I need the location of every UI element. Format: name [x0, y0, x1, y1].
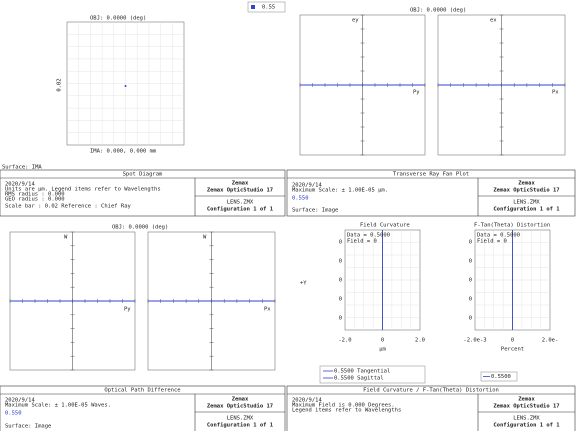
- file-name: LENS.ZMX: [513, 416, 540, 422]
- y-tick-label: 0: [469, 259, 472, 265]
- info-line: 2020/9/14: [292, 398, 322, 404]
- y-tick-label: 0: [339, 259, 342, 265]
- info-panel: [286, 169, 576, 217]
- y-tick-label: 0: [469, 278, 472, 284]
- info-panel: [0, 385, 286, 431]
- image-label: IMA: 0.000, 0.000 mm: [90, 149, 157, 155]
- company: Zemax: [518, 181, 535, 187]
- plot-title: F-Tan(Theta) Distortion: [474, 223, 550, 229]
- company: Zemax: [232, 181, 249, 187]
- y-tick-label: 0: [339, 278, 342, 284]
- info-line: 2020/9/14: [292, 183, 322, 189]
- x-tick-label: 0: [381, 338, 384, 344]
- note: Field = 0: [347, 239, 377, 245]
- x-tick-label: 0: [511, 338, 514, 344]
- configuration: Configuration 1 of 1: [207, 207, 274, 213]
- spot-point: [124, 85, 127, 87]
- panel-title: Transverse Ray Fan Plot: [393, 172, 469, 178]
- y-tick-label: 0: [469, 316, 472, 322]
- axis-label: ey: [352, 18, 359, 24]
- info-line: Surface: Image: [292, 208, 338, 214]
- info-line: RMS radius : 0.000: [5, 192, 65, 198]
- note: Data = 0.5000: [477, 233, 520, 239]
- configuration: Configuration 1 of 1: [207, 423, 274, 429]
- axis-label: W: [203, 235, 207, 241]
- legend: [480, 371, 518, 382]
- configuration: Configuration 1 of 1: [493, 207, 560, 213]
- legend-label: 0.5500 Sagittal: [334, 376, 384, 382]
- info-line: Scale bar : 0.02 Reference : Chief Ray: [5, 204, 132, 210]
- panel-title: Spot Diagram: [123, 172, 163, 178]
- info-panel: [0, 169, 286, 217]
- legend-label: 0.5500: [491, 374, 511, 380]
- info-line: Maximum Field is 0.000 Degrees.: [292, 403, 395, 409]
- x-tick-label: 2.0e-: [542, 338, 559, 344]
- field-label: OBJ: 0.0000 (deg): [410, 8, 466, 14]
- note: Data = 0.5000: [347, 233, 390, 239]
- surface-label: Surface: IMA: [2, 165, 42, 171]
- plot-title: Field Curvature: [360, 223, 410, 229]
- axis-label: Py: [124, 307, 131, 313]
- info-line: Maximum Scale: ± 1.00E-05 Waves.: [5, 403, 111, 409]
- legend-swatch: [251, 5, 255, 9]
- y-tick-label: 0: [339, 316, 342, 322]
- x-tick-label: -2.0: [338, 338, 351, 344]
- legend: [247, 1, 286, 13]
- axis-title: µm: [379, 347, 386, 353]
- info-panel: [286, 385, 576, 431]
- axis-label: ex: [490, 18, 497, 24]
- legend-label: 0.55: [262, 5, 275, 11]
- product: Zemax OpticStudio 17: [493, 188, 559, 194]
- info-line: Legend items refer to Wavelengths: [292, 408, 401, 414]
- x-tick-label: 2.0: [415, 338, 425, 344]
- info-line: Surface: Image: [5, 424, 51, 430]
- info-line: 2020/9/14: [5, 398, 35, 404]
- info-line: GEO radius : 0.000: [5, 197, 65, 203]
- file-name: LENS.ZMX: [227, 416, 254, 422]
- product: Zemax OpticStudio 17: [493, 404, 559, 410]
- file-name: LENS.ZMX: [513, 200, 540, 206]
- x-tick-label: -2.0e-3: [463, 338, 486, 344]
- info-line: 0.550: [5, 411, 22, 417]
- legend: [319, 365, 426, 384]
- axis-label: Px: [552, 90, 559, 96]
- company: Zemax: [232, 397, 249, 403]
- y-tick-label: 0: [469, 240, 472, 246]
- info-line: Units are µm. Legend items refer to Wave…: [5, 187, 161, 193]
- y-tick-label: 0: [469, 297, 472, 303]
- y-tick-label: 0: [339, 240, 342, 246]
- info-line: Maximum Scale: ± 1.00E-05 µm.: [292, 188, 388, 194]
- info-line: 0.550: [292, 196, 309, 202]
- file-name: LENS.ZMX: [227, 200, 254, 206]
- product: Zemax OpticStudio 17: [207, 188, 273, 194]
- company: Zemax: [518, 397, 535, 403]
- axis-label: Px: [264, 307, 271, 313]
- axis-title: Percent: [501, 347, 524, 353]
- info-line: 2020/9/14: [5, 182, 35, 188]
- axis-label: W: [64, 235, 68, 241]
- y-tick-label: 0: [339, 297, 342, 303]
- configuration: Configuration 1 of 1: [493, 423, 560, 429]
- axis-label: +Y: [300, 281, 307, 287]
- field-label: OBJ: 0.0000 (deg): [112, 225, 168, 231]
- legend-label: 0.5500 Tangential: [334, 369, 390, 375]
- panel-title: Field Curvature / F-Tan(Theta) Distortio…: [363, 388, 499, 394]
- scale-label: 0.02: [57, 78, 63, 91]
- panel-title: Optical Path Difference: [104, 388, 180, 394]
- note: Field = 0: [477, 239, 507, 245]
- field-label: OBJ: 0.0000 (deg): [90, 16, 146, 22]
- axis-label: Py: [413, 90, 420, 96]
- product: Zemax OpticStudio 17: [207, 404, 273, 410]
